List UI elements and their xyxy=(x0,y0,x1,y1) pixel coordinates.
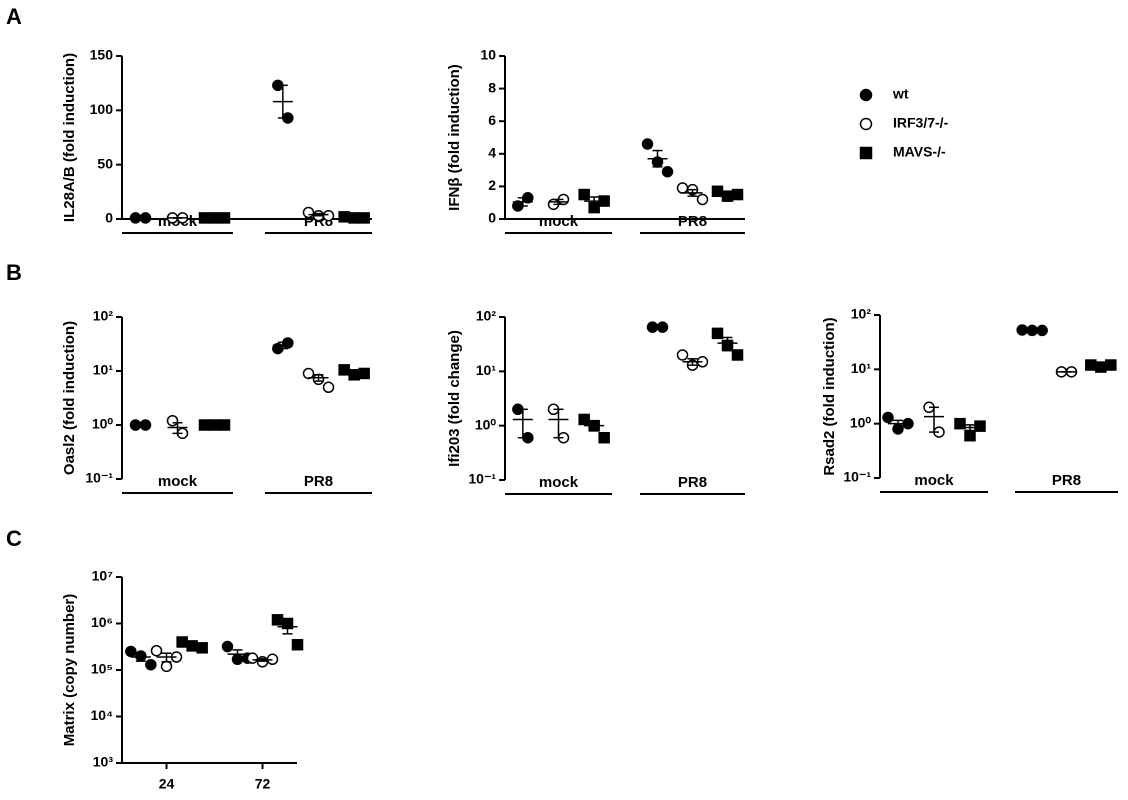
panel-label: B xyxy=(6,260,22,285)
y-tick-label: 10 xyxy=(480,47,496,63)
group-label: mock xyxy=(914,472,954,489)
y-tick-label: 50 xyxy=(97,155,113,171)
y-axis-label: Matrix (copy number) xyxy=(61,594,78,747)
y-tick-label: 10⁶ xyxy=(91,614,113,630)
data-point xyxy=(196,642,208,654)
data-point xyxy=(964,429,976,442)
y-tick-label: 10⁵ xyxy=(91,661,113,677)
y-tick-label: 2 xyxy=(488,177,496,193)
data-point xyxy=(125,645,137,658)
group-label: mock xyxy=(158,473,198,490)
data-point xyxy=(160,660,173,673)
data-point xyxy=(676,182,689,194)
y-tick-label: 6 xyxy=(488,112,496,128)
data-point xyxy=(246,652,259,664)
data-point xyxy=(150,644,163,657)
data-point xyxy=(358,367,370,380)
legend-marker xyxy=(859,88,873,102)
y-tick-label: 10¹ xyxy=(851,360,872,376)
x-tick-label: 72 xyxy=(255,776,271,792)
y-tick-label: 10² xyxy=(93,308,114,324)
group-label: PR8 xyxy=(678,474,707,491)
data-point xyxy=(696,193,709,206)
data-point xyxy=(598,431,610,444)
y-tick-label: 0 xyxy=(105,210,113,226)
data-point xyxy=(1085,359,1097,371)
y-tick-label: 10² xyxy=(476,308,497,324)
group-label: PR8 xyxy=(1052,472,1081,489)
data-point xyxy=(641,138,654,150)
data-point xyxy=(954,417,966,430)
y-tick-label: 10¹ xyxy=(93,362,114,378)
y-tick-label: 4 xyxy=(488,145,496,161)
data-point xyxy=(145,658,157,671)
legend-label: MAVS-/- xyxy=(893,144,946,160)
group-label: mock xyxy=(539,474,579,491)
data-point xyxy=(322,381,335,394)
legend-label: wt xyxy=(892,86,909,102)
y-tick-label: 10³ xyxy=(93,754,114,770)
y-tick-label: 10⁻¹ xyxy=(843,469,871,485)
y-tick-label: 10⁷ xyxy=(92,568,114,584)
y-axis-label: Ifi203 (fold change) xyxy=(446,330,463,467)
data-point xyxy=(271,614,284,626)
data-point xyxy=(974,420,986,432)
data-point xyxy=(711,327,724,340)
panel-label: A xyxy=(6,4,22,29)
y-axis-label: Rsad2 (fold induction) xyxy=(821,317,838,475)
y-axis-label: IL28A/B (fold induction) xyxy=(61,53,78,222)
data-point xyxy=(302,206,315,219)
y-tick-label: 150 xyxy=(90,47,114,63)
panel-label: C xyxy=(6,526,22,551)
data-point xyxy=(1105,359,1117,371)
data-point xyxy=(302,367,315,380)
data-point xyxy=(166,414,179,427)
data-point xyxy=(291,638,304,651)
y-axis-label: Oasl2 (fold induction) xyxy=(61,321,78,475)
data-point xyxy=(221,640,234,653)
y-tick-label: 100 xyxy=(90,101,114,117)
group-label: PR8 xyxy=(304,473,333,490)
y-tick-label: 10⁰ xyxy=(475,416,497,432)
group-label: PR8 xyxy=(678,213,707,230)
data-point xyxy=(322,209,335,222)
y-axis-label: IFNβ (fold induction) xyxy=(446,64,463,211)
data-point xyxy=(661,165,674,178)
legend-label: IRF3/7-/- xyxy=(893,115,949,131)
y-tick-label: 8 xyxy=(488,79,496,95)
data-point xyxy=(338,211,350,223)
y-tick-label: 10⁻¹ xyxy=(85,470,113,486)
data-point xyxy=(882,411,894,424)
data-point xyxy=(676,349,689,361)
y-tick-label: 10⁴ xyxy=(91,707,114,723)
y-tick-label: 0 xyxy=(488,210,496,226)
legend-marker xyxy=(859,117,873,131)
y-tick-label: 10⁰ xyxy=(92,416,114,432)
y-tick-label: 10⁻¹ xyxy=(468,471,496,487)
y-tick-label: 10⁰ xyxy=(850,414,872,430)
legend-marker xyxy=(859,146,873,160)
y-tick-label: 10² xyxy=(851,306,872,322)
y-tick-label: 10¹ xyxy=(476,362,497,378)
data-point xyxy=(731,349,744,361)
data-point xyxy=(578,188,590,201)
group-label: mock xyxy=(539,213,579,230)
data-point xyxy=(578,413,590,426)
x-tick-label: 24 xyxy=(159,776,175,792)
